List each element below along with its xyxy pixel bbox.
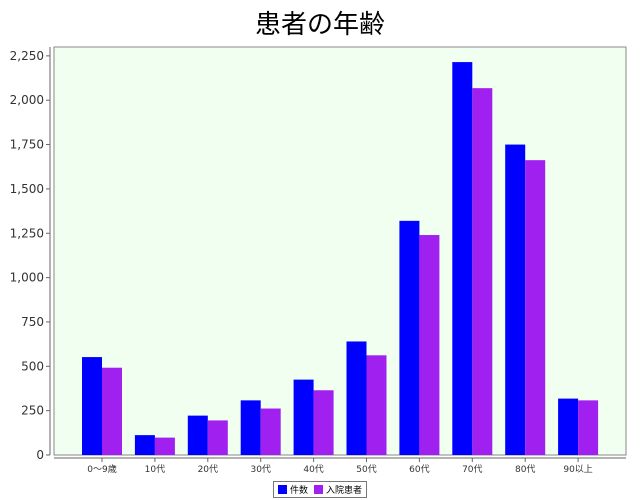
- y-tick-label: 500: [21, 359, 44, 373]
- bar-count-7: [452, 62, 473, 456]
- y-axis: 0 250 500 750 1,000 1,250 1,500 1,750 2,000 2,250: [10, 47, 51, 462]
- bar-count-4: [293, 379, 314, 455]
- y-tick-label: 1,750: [10, 138, 44, 152]
- legend-label: 件数: [290, 486, 309, 496]
- legend-item-1: 入院患者: [314, 483, 362, 496]
- bars: [82, 62, 599, 456]
- y-tick-label: 2,250: [10, 49, 44, 63]
- x-tick-label: 80代: [515, 464, 535, 475]
- x-tick-label: 60代: [409, 464, 429, 475]
- x-axis: 0～9歳 10代 20代 30代 40代 50代 60代 70代 80代 90以上: [54, 457, 626, 475]
- bar-count-5: [346, 341, 367, 455]
- bar-count-6: [399, 220, 420, 455]
- x-tick-label: 20代: [198, 464, 218, 475]
- bar-inpatient-9: [578, 400, 599, 455]
- chart-title: 患者の年齢: [254, 10, 385, 40]
- bar-count-8: [505, 144, 526, 455]
- x-tick-label: 10代: [145, 464, 165, 475]
- bar-inpatient-4: [313, 390, 334, 455]
- x-tick-label: 40代: [303, 464, 323, 475]
- y-tick-label: 1,000: [10, 271, 44, 285]
- bar-count-0: [82, 357, 102, 455]
- bar-inpatient-7: [472, 88, 493, 455]
- bar-inpatient-3: [260, 408, 281, 455]
- y-tick-label: 1,250: [10, 226, 44, 240]
- bar-count-1: [134, 435, 155, 455]
- bar-inpatient-2: [207, 420, 228, 455]
- legend-item-0: 件数: [278, 483, 308, 496]
- bar-inpatient-0: [102, 367, 122, 455]
- x-tick-label: 70代: [462, 464, 482, 475]
- bar-count-2: [187, 415, 208, 455]
- x-tick-label: 0～9歳: [87, 463, 116, 475]
- x-tick-label: 90以上: [563, 464, 592, 475]
- y-tick-label: 0: [36, 448, 44, 462]
- y-tick-label: 250: [21, 404, 44, 418]
- bar-inpatient-1: [154, 437, 175, 455]
- y-tick-label: 750: [21, 315, 44, 329]
- bar-count-9: [558, 398, 579, 455]
- y-tick-label: 2,000: [10, 93, 44, 107]
- x-tick-label: 30代: [250, 464, 270, 475]
- legend-swatch: [278, 485, 287, 494]
- bar-inpatient-6: [419, 235, 440, 455]
- y-tick-label: 1,500: [10, 182, 44, 196]
- bar-inpatient-8: [525, 160, 546, 455]
- bar-inpatient-5: [366, 355, 387, 455]
- legend: 件数 入院患者: [273, 481, 368, 498]
- legend-label: 入院患者: [326, 486, 363, 496]
- bar-count-3: [240, 400, 261, 455]
- legend-swatch: [314, 485, 324, 494]
- x-tick-label: 50代: [356, 464, 376, 475]
